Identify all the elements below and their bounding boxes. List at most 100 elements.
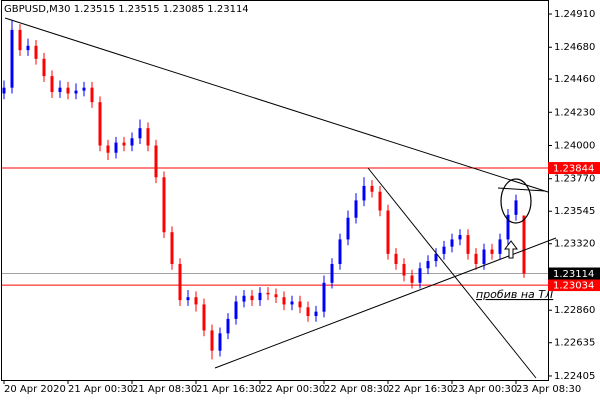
candle-body xyxy=(458,235,462,240)
candle-body xyxy=(82,87,86,91)
candle-body xyxy=(370,185,374,192)
price-label-box xyxy=(548,162,600,175)
x-tick-label: 20 Apr 2020 xyxy=(4,384,66,395)
candle-body xyxy=(354,200,358,218)
x-tick-label: 21 Apr 08:30 xyxy=(132,384,197,395)
arrow xyxy=(504,240,518,259)
candle-body xyxy=(242,295,246,302)
x-tick-label: 22 Apr 08:30 xyxy=(324,384,389,395)
candle-body xyxy=(10,29,14,88)
y-tick-label: 1.24460 xyxy=(554,74,595,85)
candle-body xyxy=(434,253,438,262)
candle-body xyxy=(154,145,158,178)
candle-body xyxy=(250,295,254,301)
candle-body xyxy=(418,268,422,283)
y-tick-label: 1.22405 xyxy=(554,371,595,382)
candle-body xyxy=(122,142,126,146)
candle-body xyxy=(514,200,518,215)
candle-body xyxy=(138,128,142,139)
candle-body xyxy=(442,246,446,254)
price-label: 1.23844 xyxy=(553,164,594,175)
candle-body xyxy=(346,217,350,240)
x-tick-label: 22 Apr 00:30 xyxy=(260,384,325,395)
candle-body xyxy=(338,239,342,264)
candle-body xyxy=(506,214,510,240)
candle-body xyxy=(362,185,366,201)
y-tick-label: 1.22635 xyxy=(554,338,595,349)
chart-title: GBPUSD,M30 1.23515 1.23515 1.23085 1.231… xyxy=(4,4,249,15)
candle-body xyxy=(474,253,478,264)
x-tick-label: 22 Apr 16:30 xyxy=(388,384,453,395)
candle-body xyxy=(106,145,110,153)
candle-body xyxy=(170,232,174,264)
price-label: 1.23114 xyxy=(553,269,594,280)
candle-body xyxy=(218,333,222,351)
candle-body xyxy=(378,191,382,211)
candle-body xyxy=(234,301,238,319)
candle-body xyxy=(450,239,454,247)
candle-body xyxy=(426,261,430,269)
trend-line xyxy=(367,167,537,379)
y-tick-label: 1.24910 xyxy=(554,9,595,20)
candle-body xyxy=(466,235,470,254)
candle-body xyxy=(322,282,326,312)
candle-body xyxy=(298,301,302,308)
candle-body xyxy=(178,263,182,301)
candle-body xyxy=(522,215,526,274)
candle-body xyxy=(290,301,294,305)
candle-body xyxy=(146,128,150,146)
candle-body xyxy=(18,29,22,51)
candle-body xyxy=(210,330,214,351)
price-label-box xyxy=(548,267,600,280)
candle-body xyxy=(330,263,334,283)
candle-body xyxy=(306,307,310,316)
trend-line xyxy=(497,187,546,192)
plot xyxy=(2,19,548,360)
y-tick-label: 1.23320 xyxy=(554,239,595,250)
trend-line xyxy=(4,17,549,193)
candle-body xyxy=(394,253,398,264)
candle-body xyxy=(282,297,286,305)
y-tick-label: 1.24680 xyxy=(554,42,595,53)
candle-body xyxy=(42,58,46,77)
candle-body xyxy=(58,87,62,93)
candle-body xyxy=(186,297,190,301)
candle-body xyxy=(266,292,270,295)
candle-body xyxy=(490,249,494,254)
candle-body xyxy=(226,318,230,334)
candle-body xyxy=(402,263,406,276)
y-tick-label: 1.23545 xyxy=(554,206,595,217)
candle-body xyxy=(202,304,206,331)
x-tick-label: 23 Apr 00:30 xyxy=(452,384,517,395)
candle-body xyxy=(50,76,54,93)
price-label-box xyxy=(548,279,600,292)
y-tick-label: 1.24230 xyxy=(554,107,595,118)
candle-body xyxy=(498,239,502,254)
x-tick-label: 21 Apr 00:30 xyxy=(68,384,133,395)
annotation: пробив на ТЛ xyxy=(476,288,553,301)
y-tick-label: 1.24000 xyxy=(554,140,595,151)
candle-body xyxy=(2,87,6,94)
candle-body xyxy=(386,210,390,254)
y-tick-label: 1.23770 xyxy=(554,174,595,185)
trend-line xyxy=(214,237,557,369)
candle-body xyxy=(274,294,278,298)
frame xyxy=(1,0,549,381)
candle-body xyxy=(410,275,414,283)
candle-body xyxy=(66,87,70,94)
candle-body xyxy=(314,311,318,316)
candle-body xyxy=(482,249,486,264)
candle-body xyxy=(194,297,198,305)
candle-body xyxy=(26,45,30,51)
price-label: 1.23034 xyxy=(553,281,594,292)
candle-body xyxy=(130,138,134,146)
candle-body xyxy=(114,142,118,153)
candle-body xyxy=(162,177,166,233)
y-tick-label: 1.22860 xyxy=(554,305,595,316)
candle-body xyxy=(34,45,38,59)
candle-body xyxy=(98,102,102,146)
candle-body xyxy=(90,87,94,103)
x-tick-label: 21 Apr 16:30 xyxy=(196,384,261,395)
